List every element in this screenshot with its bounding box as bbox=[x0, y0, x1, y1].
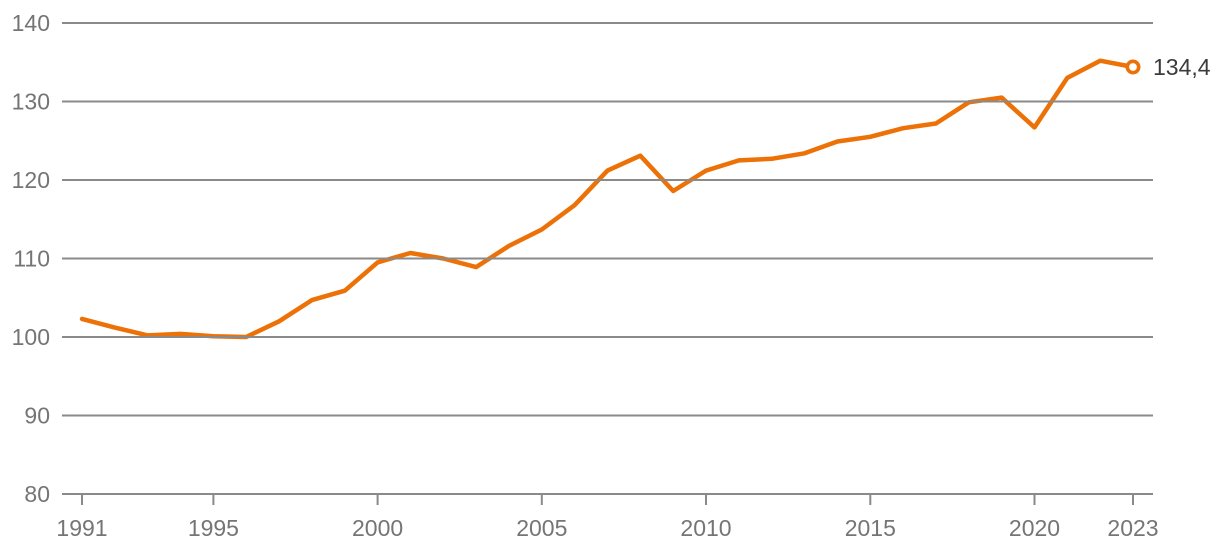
x-tick-label: 2015 bbox=[845, 515, 896, 541]
y-axis-labels: 140 130 120 110 100 90 80 bbox=[12, 10, 50, 507]
endpoint-group bbox=[1125, 59, 1141, 75]
last-point-marker bbox=[1125, 59, 1141, 75]
x-tick-label: 1995 bbox=[188, 515, 239, 541]
y-tick-label: 110 bbox=[13, 246, 50, 272]
y-tick-label: 120 bbox=[12, 167, 50, 193]
x-tick-label: 2023 bbox=[1107, 515, 1158, 541]
data-line bbox=[79, 58, 1136, 340]
y-tick-label: 140 bbox=[12, 10, 50, 36]
last-value-label: 134,4 bbox=[1153, 54, 1211, 80]
y-tick-label: 130 bbox=[12, 89, 50, 115]
x-axis-group: 1991 1995 2000 2005 2010 2015 2020 2023 bbox=[56, 494, 1159, 541]
x-tick-label: 2000 bbox=[352, 515, 403, 541]
x-tick-label: 2010 bbox=[680, 515, 731, 541]
series-group bbox=[79, 58, 1136, 340]
y-tick-label: 100 bbox=[12, 324, 50, 350]
x-tick-label: 1991 bbox=[56, 515, 107, 541]
grid-group bbox=[62, 22, 1153, 495]
y-tick-label: 90 bbox=[24, 403, 50, 429]
y-tick-label: 80 bbox=[24, 481, 50, 507]
x-tick-label: 2020 bbox=[1009, 515, 1060, 541]
x-tick-label: 2005 bbox=[516, 515, 567, 541]
